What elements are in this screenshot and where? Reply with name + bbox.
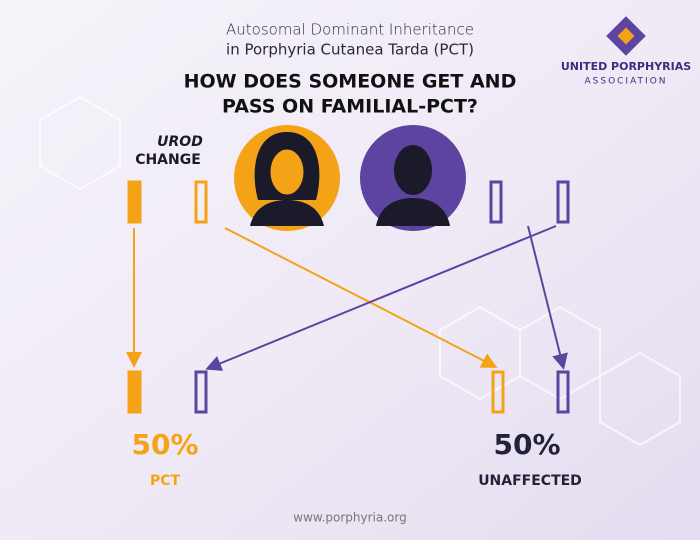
mother-icon — [234, 125, 340, 231]
logo-sub: ASSOCIATION — [584, 77, 667, 87]
change-label: CHANGE — [135, 152, 201, 168]
logo: UNITED PORPHYRIAS ASSOCIATION — [561, 16, 691, 87]
title: HOW DOES SOMEONE GET AND — [184, 71, 517, 93]
gene-label: UROD — [157, 134, 203, 150]
outcome-label: PCT — [150, 473, 181, 489]
logo-name: UNITED PORPHYRIAS — [561, 60, 691, 73]
subtitle: in Porphyria Cutanea Tarda (PCT) — [226, 41, 474, 59]
chromosomes — [127, 180, 570, 414]
outcome-percent: 50% — [493, 428, 560, 461]
outcome-label: UNAFFECTED — [478, 473, 582, 489]
father-icon — [360, 125, 466, 231]
inheritance-arrows — [126, 225, 568, 371]
footer-url: www.porphyria.org — [293, 511, 407, 525]
title: PASS ON FAMILIAL-PCT? — [222, 96, 478, 118]
subtitle: Autosomal Dominant Inheritance — [226, 21, 474, 39]
hexagon-pattern — [39, 95, 681, 447]
outcome-percent: 50% — [131, 428, 198, 461]
